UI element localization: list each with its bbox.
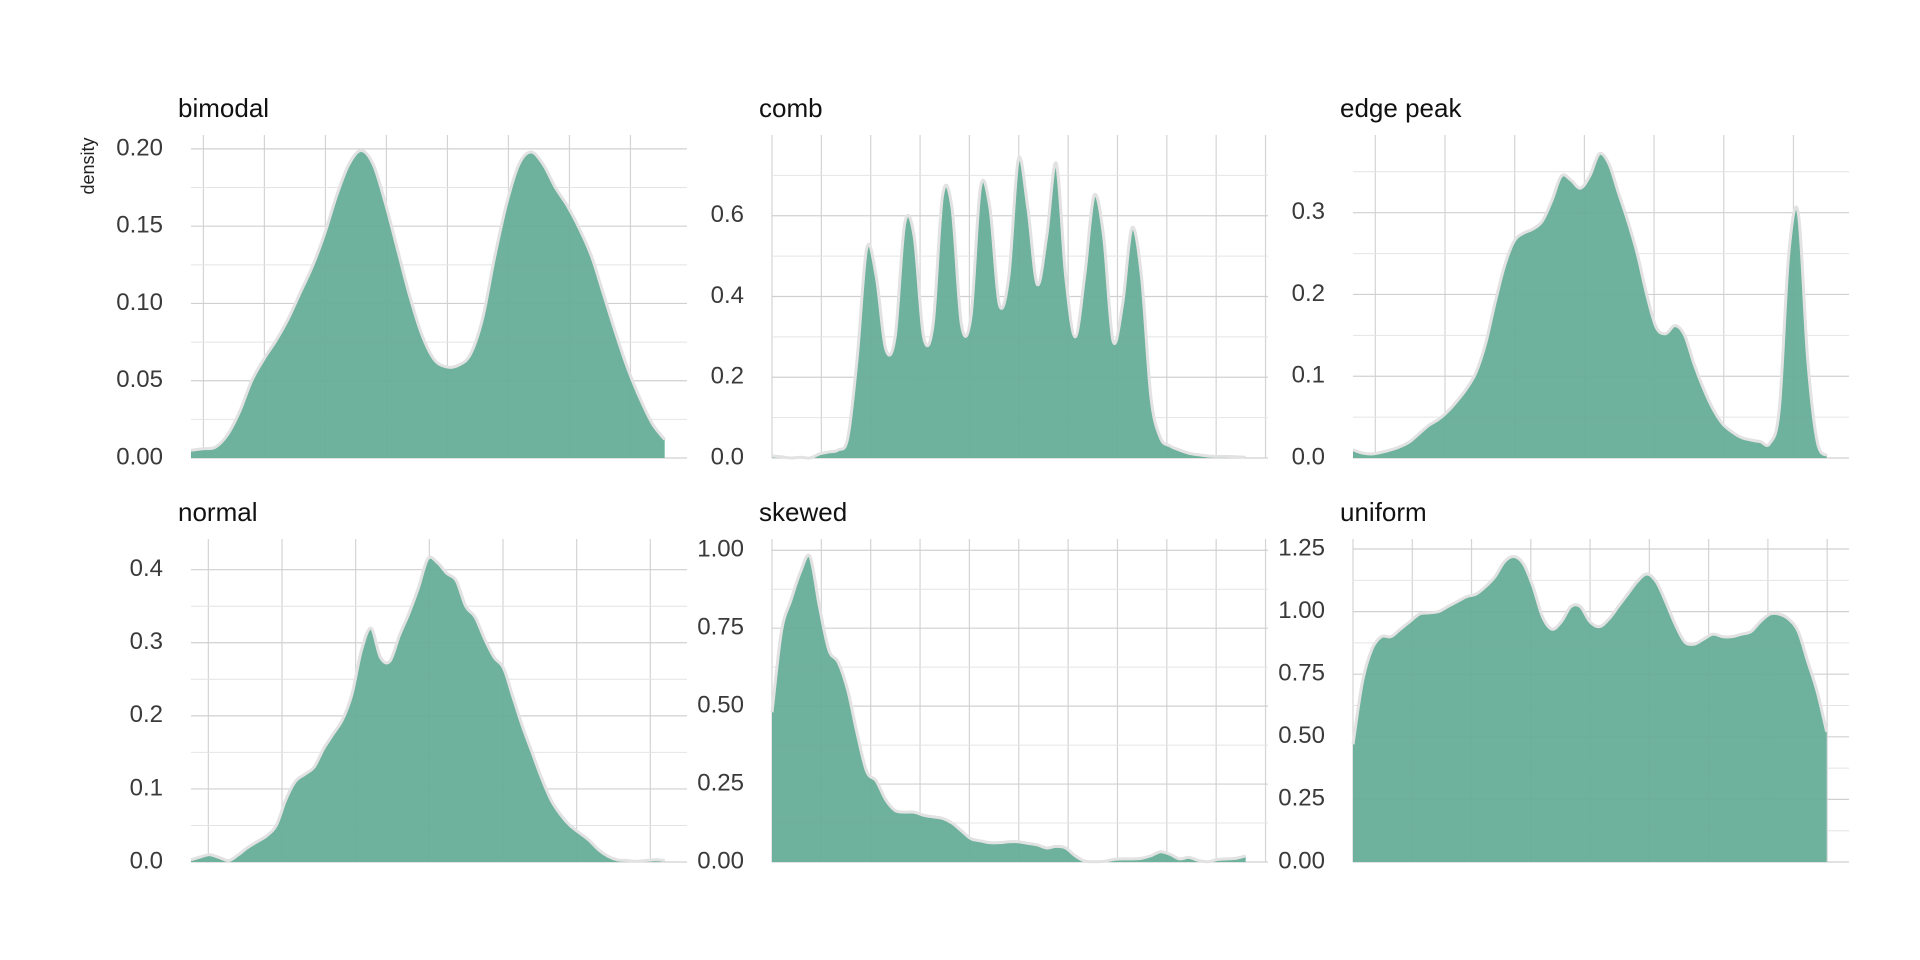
y-tick-label: 0.00 <box>1278 847 1325 874</box>
panel: 0.0 0.1 0.2 0.3 0.4 normal <box>130 497 687 874</box>
density-outline <box>190 555 665 863</box>
density-outline <box>190 148 666 452</box>
y-tick-label: 1.00 <box>1278 597 1325 624</box>
y-tick-label: 0.1 <box>1292 362 1325 389</box>
panel: 0.0 0.2 0.4 0.6 comb <box>711 93 1268 470</box>
density-area <box>1353 153 1827 459</box>
y-tick-label: 0.25 <box>1278 785 1325 812</box>
y-tick-label: 0.50 <box>1278 722 1325 749</box>
density-outline <box>771 155 1246 460</box>
y-tick-label: 0.75 <box>697 614 744 641</box>
y-tick-label: 0.4 <box>130 555 163 582</box>
y-tick-label: 0.75 <box>1278 660 1325 687</box>
y-tick-label: 0.3 <box>130 628 163 655</box>
y-tick-label: 0.2 <box>711 363 744 390</box>
panel-title: bimodal <box>178 93 269 123</box>
y-tick-label: 0.0 <box>130 847 163 874</box>
y-tick-label: 0.0 <box>1292 443 1325 470</box>
panel: 0.00 0.25 0.50 0.75 1.00 skewed <box>697 497 1268 874</box>
y-tick-label: 0.1 <box>130 774 163 801</box>
density-area <box>772 555 1246 862</box>
y-tick-label: 0.0 <box>711 443 744 470</box>
y-tick-label: 1.25 <box>1278 534 1325 561</box>
y-tick-label: 0.3 <box>1292 198 1325 225</box>
y-tick-label: 0.25 <box>697 769 744 796</box>
y-tick-label: 0.50 <box>697 691 744 718</box>
panel: 0.0 0.1 0.2 0.3 edge peak <box>1292 93 1849 470</box>
y-tick-label: 0.10 <box>116 289 163 316</box>
density-area <box>191 150 665 459</box>
panel-title: normal <box>178 497 257 527</box>
y-axis-label: density <box>78 137 98 194</box>
y-tick-label: 0.15 <box>116 212 163 239</box>
panel-title: uniform <box>1340 497 1427 527</box>
y-tick-label: 0.00 <box>116 443 163 470</box>
y-tick-label: 0.05 <box>116 366 163 393</box>
density-outline <box>1351 554 1829 745</box>
density-area <box>191 557 665 862</box>
y-tick-label: 0.4 <box>711 282 744 309</box>
y-tick-label: 0.2 <box>1292 280 1325 307</box>
panel-title: comb <box>759 93 823 123</box>
panel-title: skewed <box>759 497 847 527</box>
y-tick-label: 1.00 <box>697 536 744 563</box>
y-tick-label: 0.20 <box>116 134 163 161</box>
y-tick-label: 0.6 <box>711 201 744 228</box>
density-outline <box>1352 151 1828 457</box>
panel-title: edge peak <box>1340 93 1462 123</box>
density-outline <box>770 553 1247 864</box>
y-tick-label: 0.00 <box>697 847 744 874</box>
panel: 0.00 0.05 0.10 0.15 0.20 bimodal density <box>78 93 687 470</box>
density-area <box>772 157 1246 459</box>
y-tick-label: 0.2 <box>130 701 163 728</box>
density-area <box>1353 556 1827 862</box>
panel: 0.00 0.25 0.50 0.75 1.00 1.25 uniform <box>1278 497 1849 874</box>
